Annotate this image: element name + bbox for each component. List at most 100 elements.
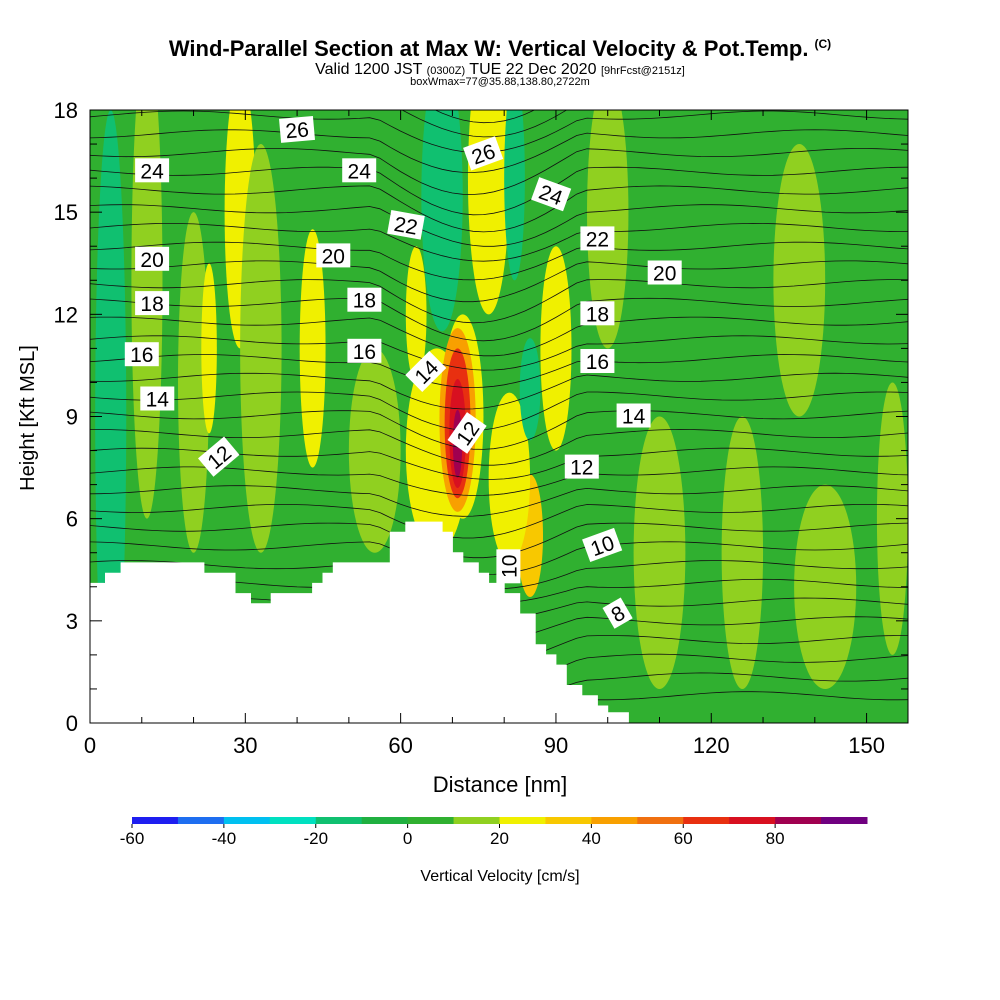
contour-label-box bbox=[387, 210, 425, 240]
colorbar-tick-label: -20 bbox=[303, 829, 328, 848]
theta-contour bbox=[90, 185, 908, 233]
theta-contour bbox=[90, 279, 908, 324]
velocity-cell bbox=[421, 110, 463, 332]
x-tick-label: 150 bbox=[848, 733, 885, 758]
axes: 0 30 60 90 120 150 0 3 6 9 12 15 18 bbox=[54, 98, 908, 758]
contour-label: 26 bbox=[463, 136, 504, 171]
contour-label-text: 18 bbox=[140, 293, 163, 316]
contour-label: 24 bbox=[342, 158, 377, 183]
contour-label-box bbox=[347, 338, 382, 363]
contour-label-text: 26 bbox=[285, 118, 310, 143]
contour-label: 26 bbox=[279, 115, 315, 143]
colorbar-swatch bbox=[499, 817, 546, 824]
contour-label-box bbox=[135, 246, 170, 271]
contour-label-box bbox=[463, 136, 504, 171]
forecast-info: [9hrFcst@2151z] bbox=[600, 65, 685, 77]
contour-label: 16 bbox=[124, 342, 159, 367]
contour-label-text: 14 bbox=[622, 406, 646, 429]
contour-label-text: 20 bbox=[140, 249, 163, 272]
velocity-cell bbox=[348, 348, 401, 553]
contour-label-box bbox=[135, 291, 170, 316]
theta-contour bbox=[90, 391, 908, 431]
contour-label: 20 bbox=[647, 260, 682, 286]
contour-label-box bbox=[279, 115, 315, 143]
theta-contour bbox=[90, 204, 908, 247]
contour-label-box bbox=[447, 412, 487, 454]
contour-label-box bbox=[582, 527, 623, 563]
contour-label-text: 22 bbox=[586, 228, 609, 251]
theta-contour bbox=[90, 129, 908, 173]
contour-label: 14 bbox=[616, 403, 651, 429]
contour-label: 18 bbox=[347, 287, 382, 313]
velocity-cell bbox=[488, 392, 531, 563]
theta-contour bbox=[401, 110, 568, 138]
theta-contour bbox=[90, 504, 908, 539]
contour-label-box bbox=[316, 243, 351, 268]
contour-label-text: 24 bbox=[140, 160, 164, 183]
chart-title: Wind-Parallel Section at Max W: Vertical… bbox=[0, 36, 1000, 62]
contour-label-box bbox=[124, 342, 159, 367]
theta-contour bbox=[90, 241, 908, 281]
velocity-cell bbox=[467, 110, 510, 315]
contour-label-box bbox=[531, 177, 572, 212]
y-tick-label: 0 bbox=[66, 711, 78, 736]
contour-label: 10 bbox=[496, 549, 521, 584]
y-tick-label: 6 bbox=[66, 507, 78, 532]
colorbar-swatch bbox=[637, 817, 684, 824]
velocity-cell bbox=[794, 484, 857, 689]
colorbar-swatch bbox=[775, 817, 822, 824]
contour-label-box bbox=[580, 226, 615, 251]
box-wmax-info: boxWmax=77@35.88,138.80,2722m bbox=[410, 76, 590, 88]
theta-contour bbox=[90, 316, 908, 357]
contour-label: 20 bbox=[316, 243, 351, 268]
velocity-cell bbox=[405, 246, 427, 383]
terrain-mask bbox=[90, 522, 908, 723]
terrain-outline bbox=[90, 521, 908, 724]
contour-label-box bbox=[405, 350, 447, 392]
velocity-cell bbox=[299, 229, 326, 468]
contour-label: 16 bbox=[580, 349, 615, 374]
contour-label: 8 bbox=[602, 597, 633, 629]
colorbar-swatch bbox=[223, 817, 271, 824]
colorbar-tick-label: 40 bbox=[582, 829, 601, 848]
colorbar-swatch bbox=[453, 817, 500, 824]
contour-label: 14 bbox=[140, 386, 175, 412]
velocity-cell bbox=[773, 144, 826, 417]
theta-contour bbox=[90, 372, 908, 410]
contour-label-text: 22 bbox=[392, 213, 419, 240]
contour-label-text: 20 bbox=[653, 263, 676, 286]
colorbar-swatch bbox=[821, 817, 868, 824]
contour-label-box bbox=[496, 549, 521, 584]
contour-label-text: 12 bbox=[570, 457, 593, 480]
contour-label-text: 16 bbox=[353, 341, 376, 364]
velocity-cell bbox=[633, 416, 686, 689]
contour-label-text: 16 bbox=[586, 351, 609, 374]
y-axis-label: Height [Kft MSL] bbox=[17, 345, 39, 491]
valid-utc: (0300Z) bbox=[426, 65, 466, 77]
contour-label-text: 10 bbox=[498, 555, 521, 578]
theta-contour bbox=[90, 148, 908, 195]
contour-label: 22 bbox=[580, 226, 615, 251]
contour-label-text: 14 bbox=[146, 389, 170, 412]
contour-label: 22 bbox=[387, 210, 425, 240]
velocity-cell bbox=[504, 110, 525, 281]
velocity-cell bbox=[178, 212, 210, 553]
x-axis-label: Distance [nm] bbox=[433, 772, 568, 797]
copyright-mark: (C) bbox=[814, 36, 832, 51]
terrain bbox=[90, 521, 908, 724]
colorbar-swatch bbox=[177, 817, 225, 824]
contour-label-text: 18 bbox=[353, 290, 376, 313]
contour-label: 24 bbox=[531, 177, 572, 212]
velocity-cell bbox=[240, 144, 282, 553]
theta-contour bbox=[90, 410, 908, 450]
contour-label-box bbox=[616, 403, 651, 428]
contour-label-box bbox=[580, 349, 615, 373]
contour-label: 18 bbox=[135, 291, 170, 316]
y-tick-label: 18 bbox=[54, 98, 78, 123]
contour-label-box bbox=[580, 301, 615, 326]
colorbar-tick-label: -40 bbox=[212, 829, 237, 848]
contour-label: 12 bbox=[564, 454, 599, 480]
velocity-cell bbox=[131, 110, 163, 519]
colorbar-swatch bbox=[315, 817, 363, 824]
